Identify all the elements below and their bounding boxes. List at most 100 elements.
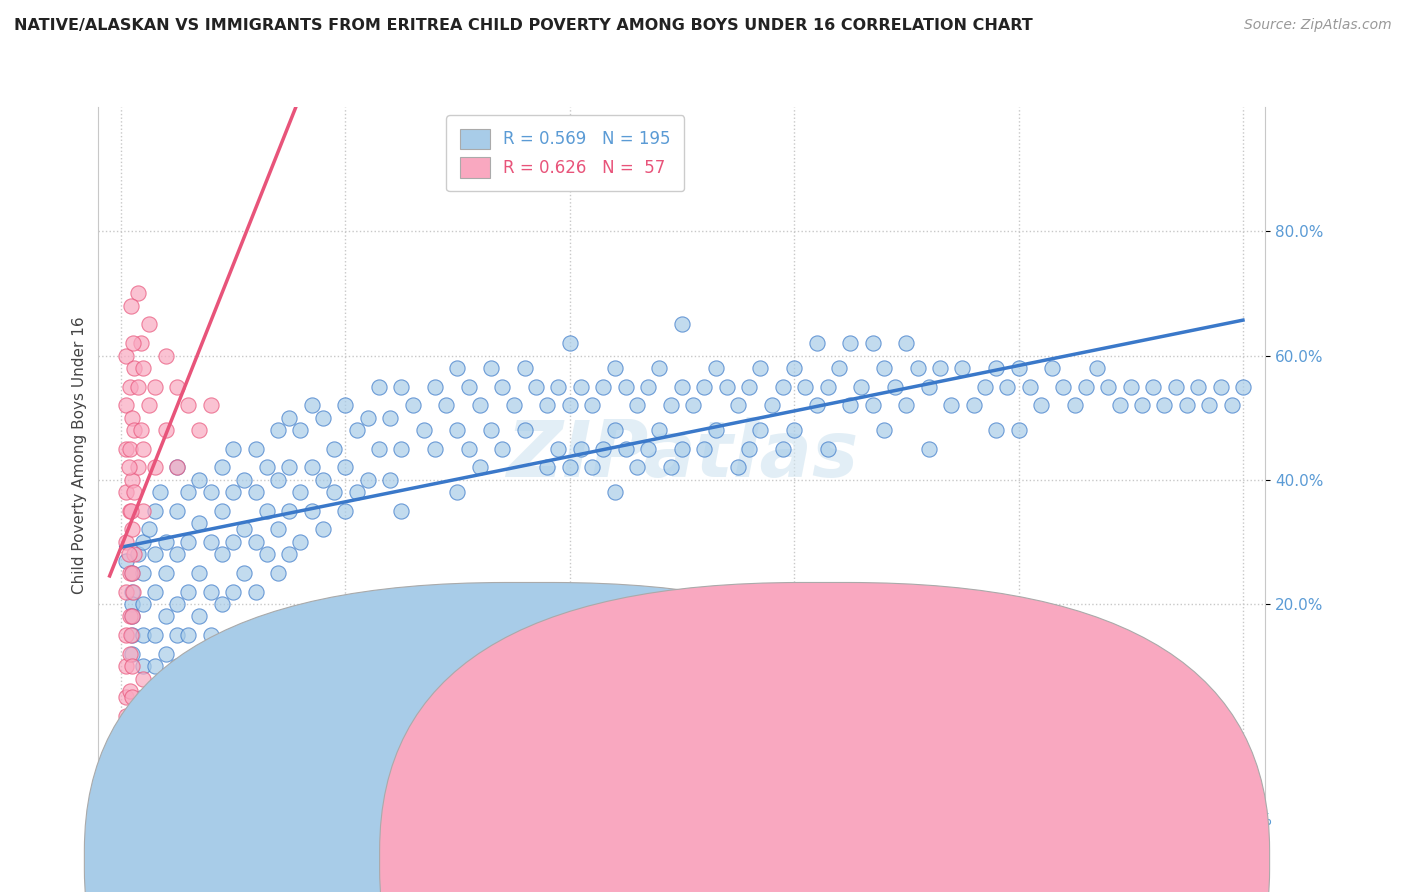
Point <box>200 584 222 599</box>
Point <box>1063 398 1085 412</box>
Point <box>368 379 391 393</box>
Point <box>138 398 160 412</box>
Point <box>120 299 142 313</box>
Point <box>166 460 188 475</box>
Point <box>357 410 380 425</box>
Point <box>222 584 245 599</box>
Point <box>368 442 391 456</box>
Point <box>267 423 290 437</box>
Point <box>984 361 1007 376</box>
Point <box>115 628 138 642</box>
Point <box>918 442 941 456</box>
Point <box>155 349 177 363</box>
Point <box>1119 379 1142 393</box>
Point <box>222 659 245 673</box>
Point <box>1232 379 1254 393</box>
Point <box>569 379 592 393</box>
Point <box>188 423 211 437</box>
Point <box>121 566 143 580</box>
Point <box>115 534 138 549</box>
Point <box>558 460 581 475</box>
Text: Source: ZipAtlas.com: Source: ZipAtlas.com <box>1244 18 1392 32</box>
Point <box>423 442 446 456</box>
Point <box>132 534 155 549</box>
Point <box>177 534 200 549</box>
Point <box>124 423 146 437</box>
Point <box>817 442 839 456</box>
Point <box>581 398 603 412</box>
Point <box>378 410 402 425</box>
Point <box>952 361 974 376</box>
Point <box>245 534 267 549</box>
Point <box>132 442 155 456</box>
Point <box>278 504 301 518</box>
Point <box>468 460 491 475</box>
Point <box>211 547 233 561</box>
Point <box>267 473 290 487</box>
Point <box>155 566 177 580</box>
Point <box>648 361 671 376</box>
Point <box>671 318 693 332</box>
Point <box>536 398 558 412</box>
Point <box>222 442 245 456</box>
Point <box>115 690 138 705</box>
Point <box>592 442 614 456</box>
Point <box>547 442 569 456</box>
Point <box>749 361 772 376</box>
Point <box>1130 398 1153 412</box>
Point <box>177 584 200 599</box>
Point <box>558 336 581 351</box>
Point <box>129 336 152 351</box>
Point <box>129 423 152 437</box>
Point <box>143 547 166 561</box>
Point <box>1108 398 1130 412</box>
Point <box>290 534 312 549</box>
Point <box>1052 379 1074 393</box>
Point <box>772 379 794 393</box>
Point <box>457 442 479 456</box>
Point <box>984 423 1007 437</box>
Point <box>118 647 141 661</box>
Point <box>118 504 141 518</box>
Point <box>245 442 267 456</box>
Point <box>513 361 536 376</box>
Point <box>121 566 143 580</box>
Point <box>124 361 146 376</box>
Point <box>115 442 138 456</box>
Point <box>233 473 256 487</box>
Point <box>614 379 637 393</box>
Point <box>794 379 817 393</box>
Point <box>115 485 138 500</box>
Point <box>962 398 984 412</box>
Point <box>389 442 412 456</box>
Point <box>155 647 177 661</box>
Point <box>132 690 155 705</box>
Point <box>851 379 873 393</box>
Point <box>149 485 172 500</box>
Point <box>301 460 323 475</box>
Point <box>278 410 301 425</box>
Point <box>278 547 301 561</box>
Point <box>614 442 637 456</box>
Point <box>166 547 188 561</box>
Point <box>118 714 141 729</box>
Point <box>1187 379 1209 393</box>
Point <box>121 690 143 705</box>
Point <box>115 349 138 363</box>
Point <box>121 410 143 425</box>
Point <box>312 473 335 487</box>
Point <box>637 379 659 393</box>
Point <box>222 628 245 642</box>
Point <box>873 361 896 376</box>
Point <box>166 460 188 475</box>
Point <box>558 398 581 412</box>
Point <box>704 361 727 376</box>
Point <box>290 485 312 500</box>
Point <box>479 423 502 437</box>
Point <box>121 584 143 599</box>
Point <box>693 442 716 456</box>
Text: Immigrants from Eritrea: Immigrants from Eritrea <box>858 854 1042 868</box>
Text: NATIVE/ALASKAN VS IMMIGRANTS FROM ERITREA CHILD POVERTY AMONG BOYS UNDER 16 CORR: NATIVE/ALASKAN VS IMMIGRANTS FROM ERITRE… <box>14 18 1033 33</box>
Point <box>839 336 862 351</box>
Point <box>132 597 155 611</box>
